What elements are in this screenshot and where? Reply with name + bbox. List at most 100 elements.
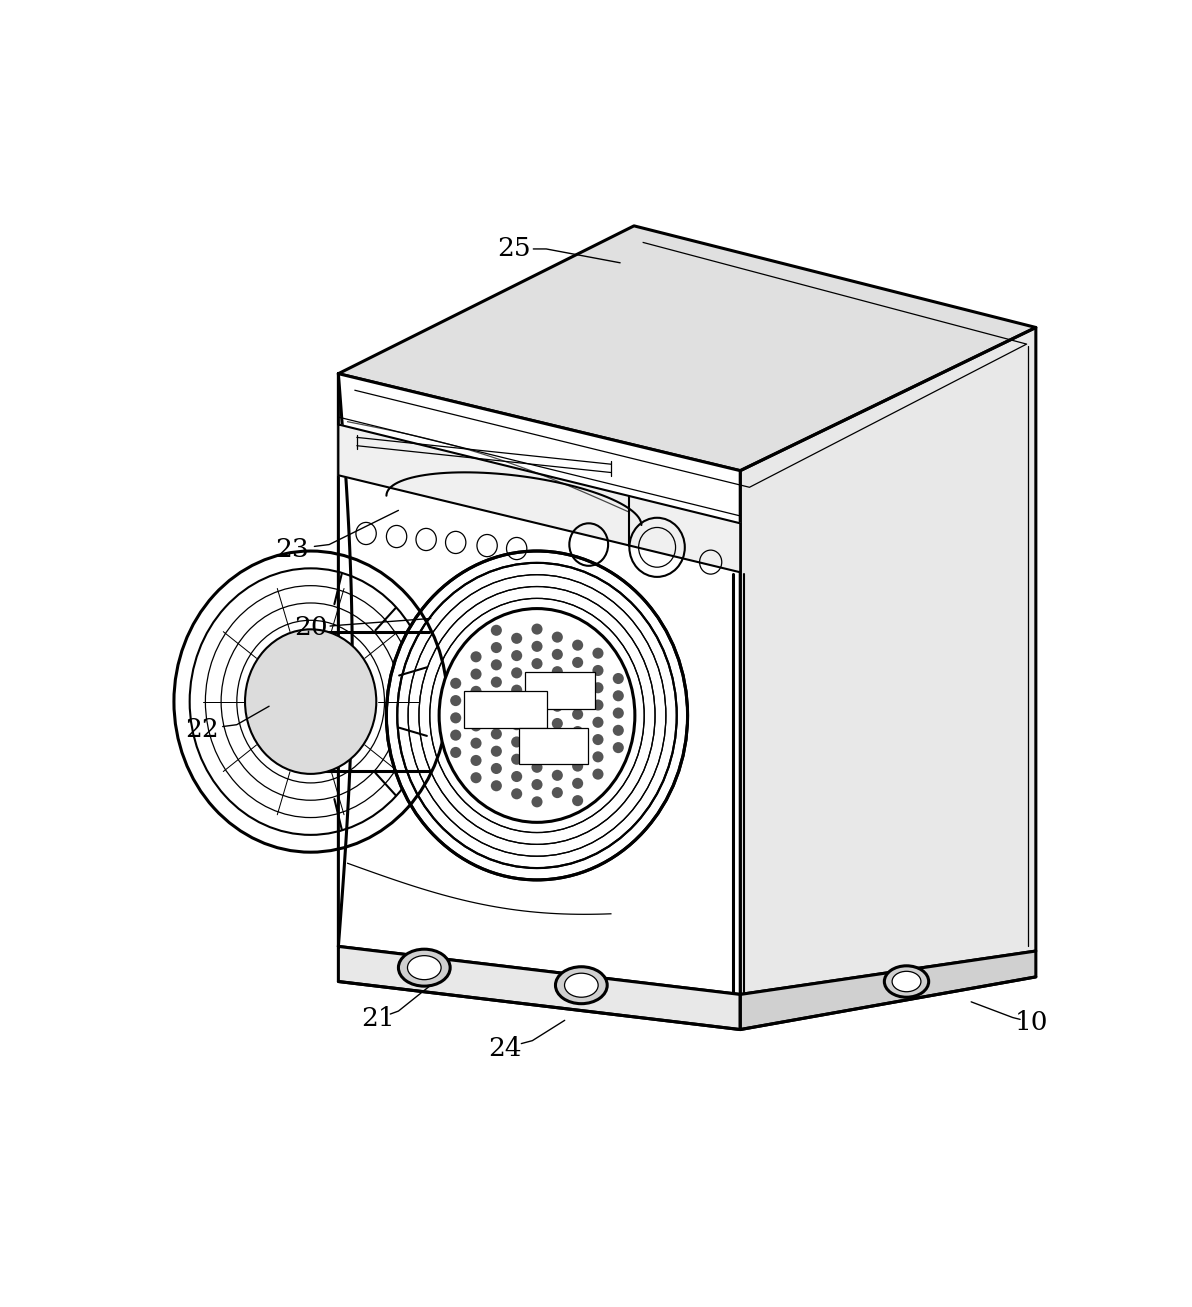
Circle shape: [471, 772, 482, 783]
Circle shape: [592, 752, 603, 762]
Circle shape: [532, 727, 542, 738]
Ellipse shape: [398, 949, 451, 987]
Ellipse shape: [167, 544, 454, 860]
Circle shape: [572, 657, 583, 668]
Circle shape: [471, 720, 482, 732]
Text: 23: 23: [275, 537, 309, 562]
Circle shape: [572, 725, 583, 737]
Circle shape: [471, 737, 482, 749]
Circle shape: [511, 754, 522, 765]
Circle shape: [511, 719, 522, 731]
Circle shape: [471, 703, 482, 714]
Text: 24: 24: [488, 1035, 521, 1060]
Circle shape: [572, 795, 583, 806]
Circle shape: [471, 686, 482, 697]
Circle shape: [511, 685, 522, 695]
Circle shape: [491, 746, 502, 757]
Circle shape: [592, 665, 603, 676]
Circle shape: [552, 648, 563, 660]
Ellipse shape: [386, 552, 688, 880]
Circle shape: [613, 673, 623, 684]
Circle shape: [491, 694, 502, 704]
Circle shape: [552, 701, 563, 712]
Circle shape: [572, 744, 583, 754]
Bar: [464, 691, 547, 728]
Circle shape: [511, 788, 522, 800]
Circle shape: [511, 736, 522, 748]
Circle shape: [532, 710, 542, 721]
Polygon shape: [740, 951, 1036, 1030]
Text: 25: 25: [497, 237, 530, 261]
Circle shape: [552, 736, 563, 746]
Circle shape: [491, 677, 502, 687]
Circle shape: [451, 746, 461, 758]
Circle shape: [552, 770, 563, 780]
Ellipse shape: [408, 955, 441, 980]
Circle shape: [592, 735, 603, 745]
Circle shape: [532, 745, 542, 755]
Circle shape: [572, 708, 583, 720]
Text: 21: 21: [361, 1006, 395, 1031]
Circle shape: [592, 682, 603, 693]
Circle shape: [572, 691, 583, 703]
Circle shape: [552, 667, 563, 677]
Circle shape: [532, 693, 542, 703]
Ellipse shape: [892, 971, 921, 992]
Ellipse shape: [555, 967, 607, 1004]
Circle shape: [451, 695, 461, 706]
Circle shape: [532, 623, 542, 635]
Text: 10: 10: [1014, 1010, 1048, 1035]
Circle shape: [471, 755, 482, 766]
Ellipse shape: [439, 609, 635, 822]
Text: 22: 22: [185, 716, 218, 742]
Circle shape: [552, 684, 563, 694]
Circle shape: [511, 633, 522, 644]
Circle shape: [511, 702, 522, 714]
Ellipse shape: [565, 974, 598, 997]
Circle shape: [511, 650, 522, 661]
Circle shape: [471, 651, 482, 663]
Circle shape: [592, 716, 603, 728]
Circle shape: [613, 690, 623, 702]
Circle shape: [532, 779, 542, 791]
Polygon shape: [740, 328, 1036, 995]
Circle shape: [552, 787, 563, 799]
Circle shape: [471, 669, 482, 680]
Circle shape: [532, 762, 542, 772]
Circle shape: [613, 742, 623, 753]
Circle shape: [592, 769, 603, 780]
Circle shape: [532, 659, 542, 669]
Circle shape: [613, 707, 623, 719]
Circle shape: [511, 668, 522, 678]
Circle shape: [491, 711, 502, 723]
Polygon shape: [339, 226, 1036, 471]
Circle shape: [451, 729, 461, 741]
Circle shape: [491, 625, 502, 635]
Ellipse shape: [246, 630, 377, 774]
Circle shape: [511, 771, 522, 782]
Circle shape: [491, 763, 502, 774]
Circle shape: [592, 699, 603, 711]
Circle shape: [451, 712, 461, 723]
Text: 20: 20: [294, 616, 328, 640]
Circle shape: [491, 780, 502, 791]
Bar: [526, 672, 595, 708]
Circle shape: [491, 642, 502, 654]
Bar: [519, 728, 588, 763]
Circle shape: [613, 725, 623, 736]
Circle shape: [532, 796, 542, 808]
Polygon shape: [339, 425, 740, 572]
Circle shape: [572, 778, 583, 789]
Circle shape: [491, 659, 502, 670]
Circle shape: [572, 761, 583, 771]
Polygon shape: [339, 374, 740, 995]
Circle shape: [572, 674, 583, 685]
Circle shape: [491, 728, 502, 740]
Circle shape: [552, 631, 563, 643]
Circle shape: [532, 640, 542, 652]
Circle shape: [451, 678, 461, 689]
Circle shape: [592, 648, 603, 659]
Circle shape: [552, 718, 563, 729]
Circle shape: [552, 753, 563, 763]
Polygon shape: [339, 946, 740, 1030]
